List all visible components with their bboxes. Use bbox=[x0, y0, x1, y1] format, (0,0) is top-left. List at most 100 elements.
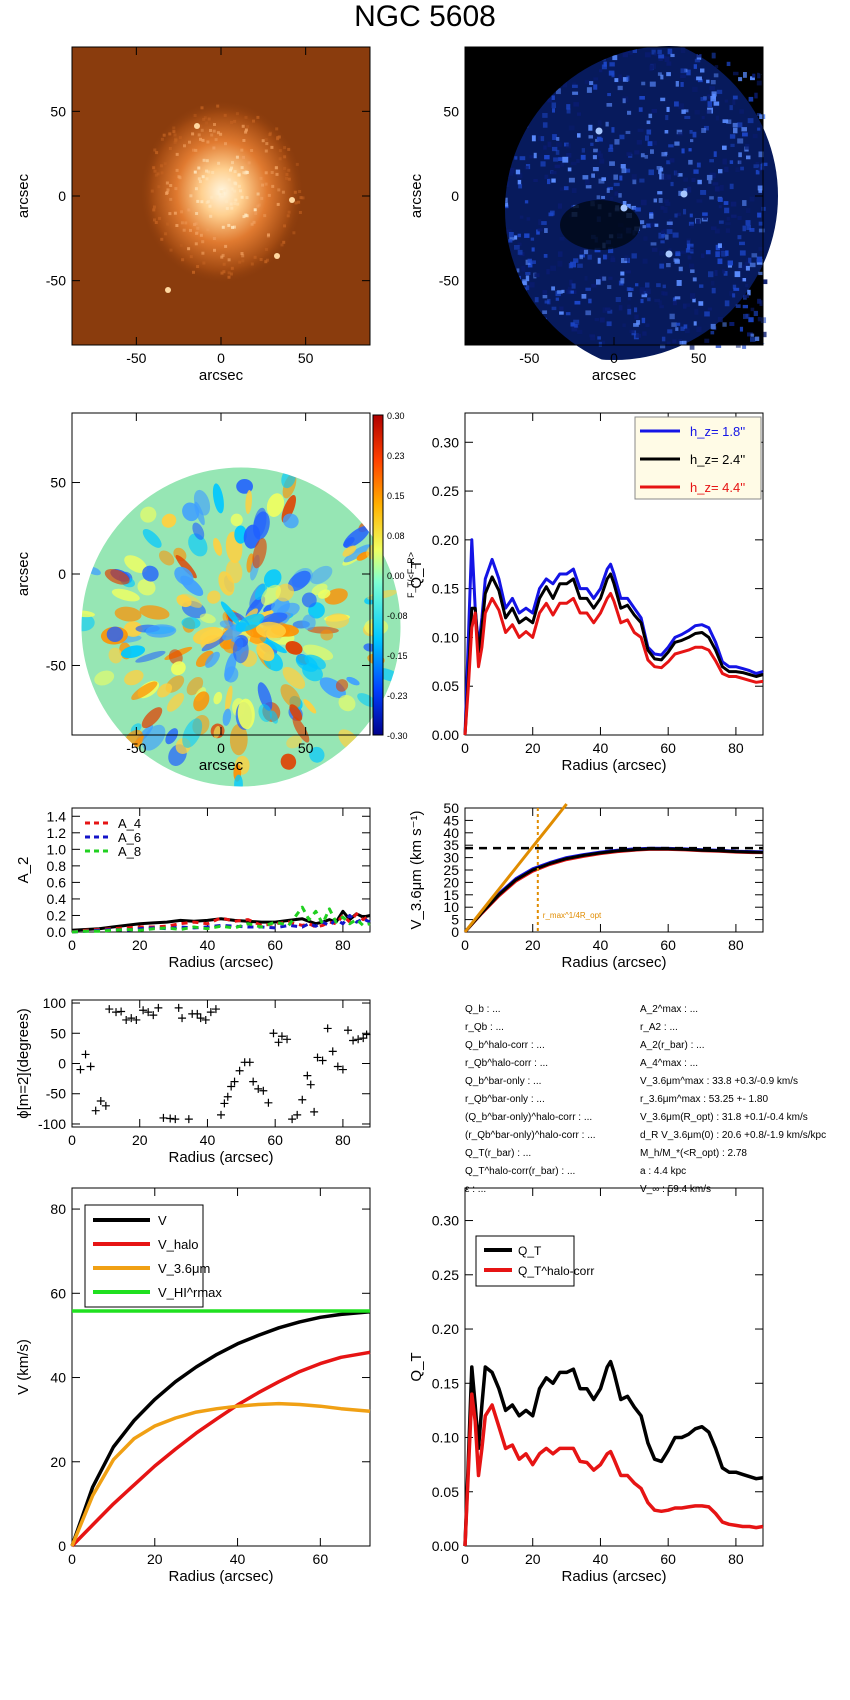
residual-pixel bbox=[668, 144, 674, 148]
residual-pixel bbox=[752, 133, 758, 139]
residual-pixel bbox=[674, 259, 680, 264]
galaxy-pixel bbox=[238, 189, 242, 193]
galaxy-pixel bbox=[252, 220, 256, 224]
residual-pixel bbox=[729, 322, 735, 326]
residual-pixel bbox=[651, 109, 658, 113]
galaxy-pixel bbox=[194, 222, 198, 226]
galaxy-pixel bbox=[209, 214, 213, 218]
param-left-item: r_Qb : ... bbox=[465, 1022, 504, 1033]
velocity-panel: 0 20 40 60 0 20 40 60 80 Radius (arcsec) V (km/s) V… bbox=[15, 1187, 371, 1585]
residual-pixel bbox=[585, 310, 592, 316]
residual-pixel bbox=[747, 332, 753, 337]
galaxy-pixel bbox=[253, 255, 257, 259]
residual-pixel bbox=[542, 122, 548, 128]
galaxy-pixel bbox=[301, 196, 305, 200]
param-left-item: Q_b^bar-only : ... bbox=[465, 1076, 541, 1087]
residual-pixel bbox=[654, 298, 661, 303]
residual-pixel bbox=[709, 86, 715, 91]
galaxy-pixel bbox=[253, 208, 257, 212]
residual-pixel bbox=[562, 82, 568, 88]
residual-pixel bbox=[599, 153, 603, 159]
residual-pixel bbox=[674, 141, 680, 146]
galaxy-pixel bbox=[202, 261, 206, 265]
residual-pixel bbox=[603, 61, 607, 67]
residual-pixel bbox=[572, 82, 577, 86]
residual-pixel bbox=[658, 54, 665, 59]
residual-pixel bbox=[588, 124, 593, 131]
residual-pixel bbox=[749, 196, 755, 202]
residual-pixel bbox=[669, 158, 675, 163]
residual-pixel bbox=[757, 185, 764, 191]
galaxy-pixel bbox=[229, 168, 232, 172]
residual-pixel bbox=[606, 103, 613, 107]
residual-pixel bbox=[659, 167, 664, 172]
galaxy-pixel bbox=[287, 147, 291, 151]
legend-label: V bbox=[158, 1213, 167, 1228]
residual-pixel bbox=[708, 271, 714, 278]
residual-pixel bbox=[657, 191, 663, 195]
galaxy-pixel bbox=[264, 171, 268, 175]
galaxy-pixel bbox=[220, 190, 224, 194]
galaxy-pixel bbox=[270, 145, 274, 149]
image-residual-xtick-label: -50 bbox=[519, 350, 539, 366]
residual-pixel bbox=[607, 93, 611, 97]
residual-pixel bbox=[733, 287, 740, 291]
phase-point bbox=[264, 1098, 273, 1107]
residual-pixel bbox=[692, 277, 697, 282]
velocity-series-line bbox=[70, 1350, 371, 1548]
residual-pixel bbox=[671, 322, 677, 327]
galaxy-pixel bbox=[256, 204, 260, 208]
velocity-legend: V V_halo V_3.6μm V_HI^rmax bbox=[84, 1204, 222, 1308]
rotcurve-ytick-label: 20 bbox=[443, 874, 459, 890]
residual-pixel bbox=[581, 148, 586, 153]
galaxy-pixel bbox=[240, 195, 244, 199]
velocity-ytick-label: 60 bbox=[50, 1285, 66, 1301]
residual-pixel bbox=[758, 221, 764, 226]
residual-pixel bbox=[718, 220, 724, 224]
residual-pixel bbox=[758, 228, 765, 233]
phase-point bbox=[338, 1065, 347, 1074]
phase-point bbox=[303, 1071, 312, 1080]
residual-pixel bbox=[733, 71, 739, 76]
colorbar bbox=[372, 414, 384, 736]
galaxy-pixel bbox=[166, 188, 170, 192]
residual-pixel bbox=[507, 229, 512, 234]
image-stellar-xtick-label: 50 bbox=[298, 350, 314, 366]
galaxy-pixel bbox=[295, 162, 299, 166]
phase-xlabel: Radius (arcsec) bbox=[168, 1149, 273, 1166]
residual-pixel bbox=[508, 239, 513, 243]
qt_profiles-ytick-label: 0.15 bbox=[432, 581, 459, 597]
residual-pixel bbox=[747, 289, 751, 296]
phase-point bbox=[318, 1056, 327, 1065]
galaxy-pixel bbox=[250, 149, 254, 152]
residual-pixel bbox=[631, 174, 637, 181]
galaxy-pixel bbox=[202, 117, 206, 121]
image-residual-xlabel: arcsec bbox=[592, 367, 637, 384]
force-blob bbox=[357, 693, 377, 708]
residual-pixel bbox=[725, 222, 731, 226]
residual-pixel bbox=[682, 340, 687, 345]
residual-pixel bbox=[639, 178, 645, 183]
galaxy-pixel bbox=[173, 133, 177, 137]
qt_profiles-ytick-label: 0.25 bbox=[432, 483, 459, 499]
residual-pixel bbox=[551, 102, 557, 109]
galaxy-pixel bbox=[224, 142, 227, 146]
residual-pixel bbox=[505, 202, 509, 207]
residual-pixel bbox=[544, 228, 548, 233]
residual-pixel bbox=[723, 271, 728, 276]
residual-pixel bbox=[724, 166, 729, 173]
residual-pixel bbox=[676, 280, 682, 286]
residual-pixel bbox=[710, 323, 716, 330]
galaxy-pixel bbox=[287, 168, 291, 172]
residual-pixel bbox=[550, 265, 557, 271]
residual-pixel bbox=[698, 301, 704, 306]
residual-pixel bbox=[726, 216, 730, 221]
phase-point bbox=[117, 1007, 126, 1016]
residual-pixel bbox=[611, 127, 615, 133]
residual-pixel bbox=[707, 94, 711, 99]
galaxy-pixel bbox=[153, 218, 156, 222]
residual-pixel bbox=[667, 329, 673, 334]
residual-pixel bbox=[622, 77, 629, 82]
force-map-xtick-label: 50 bbox=[298, 740, 314, 756]
